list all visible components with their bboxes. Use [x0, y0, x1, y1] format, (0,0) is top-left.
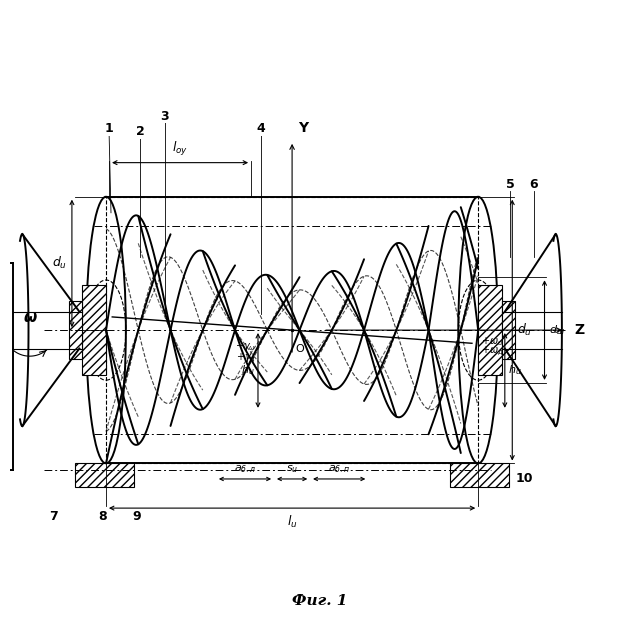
Text: $h_u$: $h_u$ [508, 364, 522, 378]
Text: Y: Y [298, 121, 308, 135]
Text: $h_u$: $h_u$ [241, 364, 254, 378]
Text: Фиг. 1: Фиг. 1 [292, 594, 348, 608]
Bar [69, 301, 83, 359]
Text: 6: 6 [530, 178, 538, 191]
Text: 10: 10 [516, 472, 533, 485]
Text: $l_u$: $l_u$ [287, 515, 298, 530]
Text: $+\gamma_д$: $+\gamma_д$ [236, 351, 257, 364]
Text: O: O [295, 344, 304, 354]
Bar [106, 197, 478, 464]
Bar [478, 285, 502, 375]
Bar [83, 285, 106, 375]
Text: $d_ш$: $d_ш$ [549, 323, 564, 337]
Text: 4: 4 [257, 122, 266, 135]
Text: 1: 1 [105, 122, 113, 135]
Text: Z: Z [574, 323, 584, 337]
Text: 5: 5 [506, 178, 515, 191]
Text: $l_{oу}$: $l_{oу}$ [172, 140, 188, 158]
Bar [450, 464, 509, 487]
Text: $d_u$: $d_u$ [517, 322, 532, 338]
Text: $d_u$: $d_u$ [52, 255, 67, 272]
Text: 8: 8 [99, 510, 108, 523]
Text: ω: ω [23, 310, 36, 325]
Text: $+\omega_u$: $+\omega_u$ [481, 335, 504, 348]
Bar [502, 301, 515, 359]
Text: 9: 9 [132, 510, 141, 523]
Text: $-\gamma_\omega$: $-\gamma_\omega$ [236, 341, 257, 353]
Text: 7: 7 [49, 510, 58, 523]
Text: $a_{б.л}$: $a_{б.л}$ [234, 464, 256, 475]
Text: 3: 3 [161, 110, 169, 123]
Text: $+\omega_д$: $+\omega_д$ [481, 345, 504, 358]
Text: $s_u$: $s_u$ [286, 464, 298, 475]
Text: $a_{б.п}$: $a_{б.п}$ [328, 464, 350, 475]
Bar [76, 464, 134, 487]
Text: 2: 2 [136, 125, 145, 138]
